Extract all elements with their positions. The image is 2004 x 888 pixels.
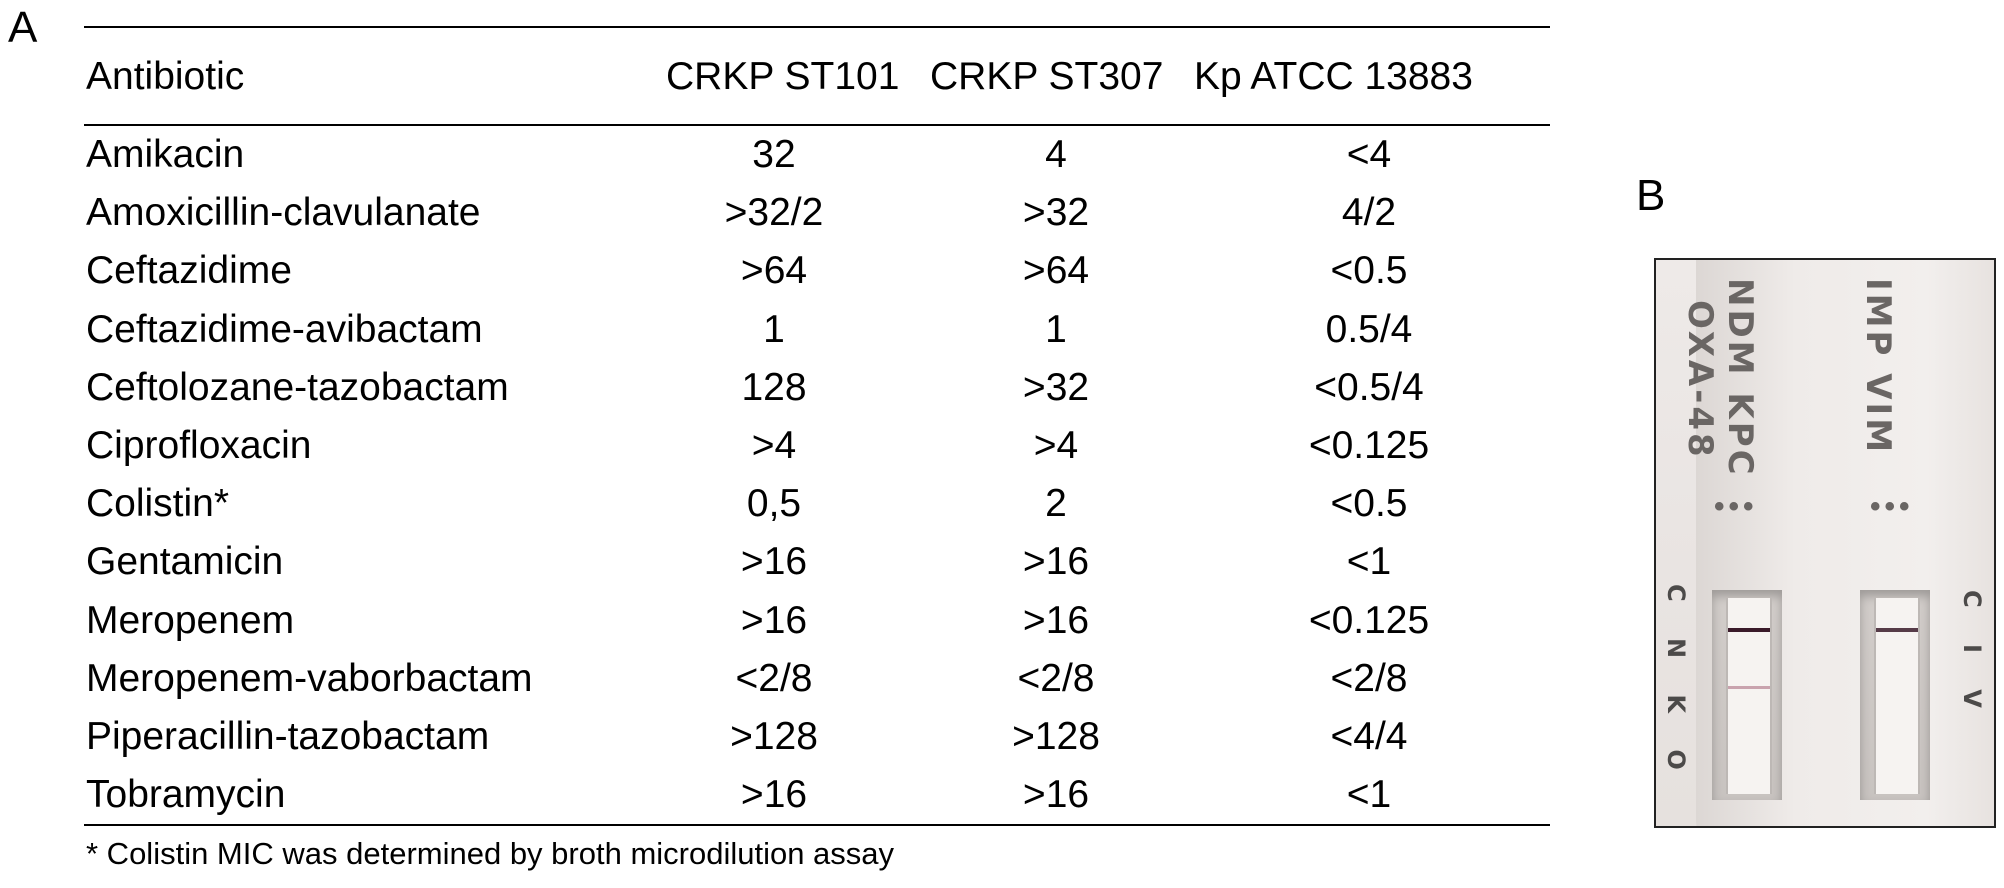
header-atcc: Kp ATCC 13883 [1194, 55, 1473, 98]
header-antibiotic: Antibiotic [86, 55, 245, 98]
table-header-row: Antibiotic CRKP ST101 CRKP ST307 Kp ATCC… [84, 48, 1550, 106]
cell-st101: >16 [740, 773, 808, 817]
right-control-band [1876, 628, 1918, 632]
cell-st101: >128 [730, 715, 818, 758]
right-result-window [1860, 590, 1930, 800]
cell-st307: >32 [1022, 191, 1090, 235]
left-control-band [1728, 628, 1770, 632]
cell-st307: <2/8 [1017, 656, 1095, 700]
left-side-letters: C N K O [1662, 584, 1690, 784]
cell-antibiotic: Meropenem-vaborbactam [86, 656, 533, 700]
table-row: Amikacin 32 4 <4 [84, 126, 1550, 184]
cell-st101: >64 [740, 249, 808, 293]
left-test-band [1728, 686, 1770, 689]
cell-atcc: <0.125 [1308, 424, 1430, 467]
cell-antibiotic: Colistin* [86, 482, 230, 526]
header-st101: CRKP ST101 [666, 55, 900, 98]
right-side-letters: C I V [1958, 590, 1986, 722]
left-result-window [1712, 590, 1782, 800]
cell-st307: >64 [1022, 249, 1090, 293]
left-strip-label-ndm-kpc: NDM KPC [1720, 278, 1760, 478]
left-strip-label-oxa48: OXA-48 [1680, 300, 1720, 460]
cell-st101: 0,5 [746, 482, 802, 526]
cell-st101: 1 [763, 307, 785, 351]
table-row: Tobramycin >16 >16 <1 [84, 766, 1550, 824]
cell-antibiotic: Ceftazidime-avibactam [86, 307, 483, 351]
right-strip-dots: ••• [1870, 490, 1914, 523]
cell-atcc: <4 [1346, 133, 1392, 176]
cell-st101: >16 [740, 540, 808, 584]
cell-st101: >16 [740, 598, 808, 642]
table-bottom-rule [84, 824, 1550, 826]
table-row: Meropenem >16 >16 <0.125 [84, 592, 1550, 650]
cell-atcc: <1 [1346, 540, 1392, 584]
table-row: Meropenem-vaborbactam <2/8 <2/8 <2/8 [84, 650, 1550, 708]
cell-atcc: 4/2 [1341, 191, 1397, 235]
cell-antibiotic: Ceftolozane-tazobactam [86, 365, 509, 409]
cell-st307: 1 [1045, 307, 1067, 351]
table-row: Ceftazidime-avibactam 1 1 0.5/4 [84, 301, 1550, 359]
cell-st101: >4 [751, 424, 797, 467]
table-row: Ceftazidime >64 >64 <0.5 [84, 242, 1550, 300]
right-membrane [1874, 598, 1920, 794]
table-top-rule [84, 26, 1550, 28]
cell-atcc: <2/8 [1330, 656, 1408, 700]
cell-st307: >16 [1022, 773, 1090, 817]
cell-atcc: <0.5 [1330, 249, 1408, 293]
table-footnote: * Colistin MIC was determined by broth m… [86, 836, 895, 871]
left-strip-dots: ••• [1714, 490, 1758, 523]
cell-antibiotic: Tobramycin [86, 773, 286, 817]
header-st307: CRKP ST307 [930, 55, 1164, 98]
panel-a-label: A [8, 3, 38, 52]
table-row: Ceftolozane-tazobactam 128 >32 <0.5/4 [84, 359, 1550, 417]
cell-atcc: <0.5/4 [1314, 365, 1424, 409]
cell-antibiotic: Amikacin [86, 133, 245, 176]
cell-atcc: <4/4 [1330, 715, 1408, 758]
cell-st307: 4 [1045, 133, 1067, 176]
cell-st307: 2 [1045, 482, 1067, 526]
panel-b-label: B [1636, 171, 1666, 220]
cell-st101: 32 [752, 133, 796, 176]
cell-antibiotic: Gentamicin [86, 540, 284, 584]
cell-atcc: 0.5/4 [1325, 307, 1413, 351]
table-row: Gentamicin >16 >16 <1 [84, 533, 1550, 591]
left-membrane [1726, 598, 1772, 794]
cell-st307: >16 [1022, 598, 1090, 642]
right-strip-label-imp-vim: IMP VIM [1858, 278, 1898, 456]
cell-st307: >128 [1012, 715, 1100, 758]
cell-st307: >16 [1022, 540, 1090, 584]
cell-antibiotic: Ceftazidime [86, 249, 292, 293]
cell-st101: 128 [741, 365, 807, 409]
table-row: Ciprofloxacin >4 >4 <0.125 [84, 417, 1550, 475]
cell-atcc: <0.5 [1330, 482, 1408, 526]
cell-st101: <2/8 [735, 656, 813, 700]
cell-st101: >32/2 [724, 191, 824, 235]
cell-antibiotic: Meropenem [86, 598, 295, 642]
cell-atcc: <0.125 [1308, 598, 1430, 642]
test-cassette-photo: NDM KPC OXA-48 IMP VIM ••• ••• C N K O C… [1654, 258, 1996, 828]
table-row: Amoxicillin-clavulanate >32/2 >32 4/2 [84, 184, 1550, 242]
cell-antibiotic: Amoxicillin-clavulanate [86, 191, 481, 235]
cell-antibiotic: Ciprofloxacin [86, 424, 312, 467]
cell-st307: >4 [1033, 424, 1079, 467]
table-header-rule [84, 124, 1550, 126]
table-row: Piperacillin-tazobactam >128 >128 <4/4 [84, 708, 1550, 766]
table-row: Colistin* 0,5 2 <0.5 [84, 475, 1550, 533]
cell-st307: >32 [1022, 365, 1090, 409]
cell-antibiotic: Piperacillin-tazobactam [86, 715, 490, 758]
cell-atcc: <1 [1346, 773, 1392, 817]
